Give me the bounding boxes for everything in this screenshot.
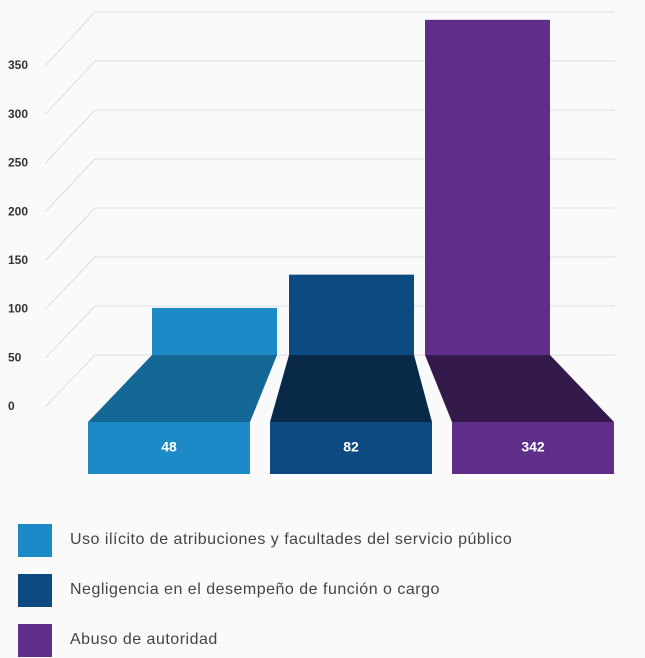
value-label: 342 bbox=[521, 439, 545, 455]
bar bbox=[425, 19, 550, 356]
value-label: 82 bbox=[343, 439, 359, 455]
legend-label: Uso ilícito de atribuciones y facultades… bbox=[70, 531, 512, 548]
y-tick-label: 50 bbox=[8, 350, 22, 364]
y-tick-label: 250 bbox=[8, 156, 28, 170]
value-label: 48 bbox=[161, 439, 177, 455]
grid-line bbox=[44, 207, 96, 262]
legend-label: Abuso de autoridad bbox=[70, 631, 218, 648]
legend-label: Negligencia en el desempeño de función o… bbox=[70, 581, 440, 598]
bar-floor bbox=[270, 355, 432, 422]
y-tick-label: 100 bbox=[8, 302, 28, 316]
bar-floor bbox=[88, 355, 277, 422]
grid-line bbox=[44, 158, 96, 213]
y-tick-label: 0 bbox=[8, 399, 15, 413]
grid-line bbox=[44, 305, 96, 359]
bar-front bbox=[88, 422, 250, 474]
legend-swatch bbox=[18, 574, 52, 607]
grid-line bbox=[44, 109, 96, 164]
y-tick-label: 150 bbox=[8, 253, 28, 267]
grid-line bbox=[44, 256, 96, 310]
grid-line bbox=[44, 60, 96, 116]
grid-line bbox=[44, 11, 96, 67]
legend-swatch bbox=[18, 624, 52, 657]
y-tick-label: 300 bbox=[8, 107, 28, 121]
grid-line bbox=[44, 354, 96, 408]
bar bbox=[289, 274, 414, 355]
y-tick-label: 350 bbox=[8, 58, 28, 72]
bar bbox=[152, 307, 277, 355]
bar-front bbox=[452, 422, 614, 474]
y-tick-label: 200 bbox=[8, 204, 28, 218]
bar-front bbox=[270, 422, 432, 474]
legend-swatch bbox=[18, 524, 52, 557]
bar-floor bbox=[425, 355, 614, 422]
